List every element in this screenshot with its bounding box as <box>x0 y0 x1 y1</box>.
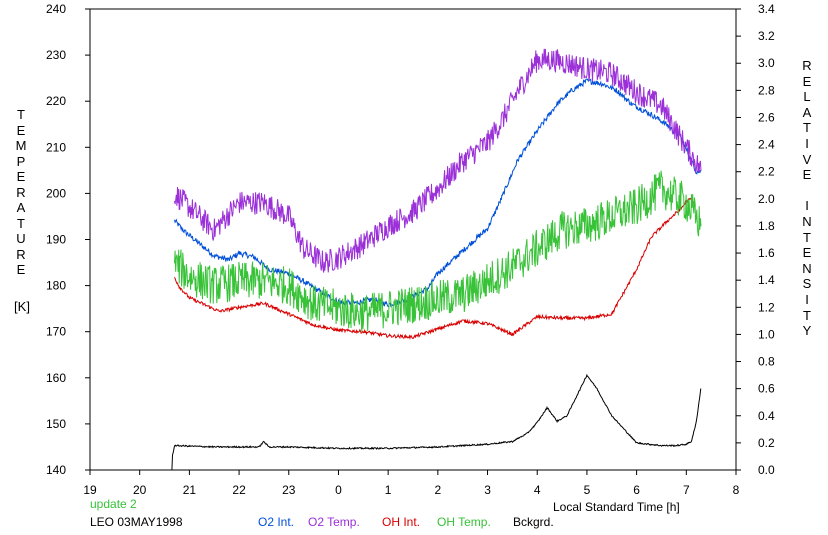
x-tick-label: 4 <box>534 483 541 497</box>
y-right-letter: Y <box>802 323 812 339</box>
x-tick-label: 5 <box>584 483 591 497</box>
y-right-letter: S <box>802 276 812 292</box>
series-line-oh-temp- <box>174 170 702 332</box>
y-right-letter: T <box>803 120 811 136</box>
series-line-oh-int- <box>174 197 696 341</box>
y-right-letter: I <box>805 136 809 151</box>
series-line-bckgrd- <box>139 373 702 471</box>
y-right-tick-label: 0.2 <box>758 436 775 450</box>
legend-item-o2-int-: O2 Int. <box>258 515 295 529</box>
y-left-letter: T <box>17 107 25 122</box>
y-right-letter: I <box>805 198 809 214</box>
y-right-tick-label: 3.2 <box>758 29 775 43</box>
legend-item-bckgrd-: Bckgrd. <box>513 515 554 529</box>
y-right-letter: V <box>802 151 812 167</box>
y-right-letter: L <box>803 89 811 105</box>
x-tick-label: 20 <box>133 483 147 497</box>
y-right-letter: I <box>805 292 809 307</box>
y-left-letter: R <box>16 246 26 262</box>
y-left-tick-label: 170 <box>46 325 66 339</box>
y-left-tick-label: 200 <box>46 186 66 200</box>
y-right-letter: R <box>802 58 812 73</box>
y-left-tick-label: 150 <box>46 417 66 431</box>
y-right-tick-label: 0.0 <box>758 463 775 477</box>
x-tick-label: 7 <box>683 483 690 497</box>
y-right-tick-label: 0.8 <box>758 355 775 369</box>
y-right-letter: E <box>802 245 812 261</box>
y-right-tick-label: 0.4 <box>758 409 775 423</box>
x-tick-label: 1 <box>385 483 392 497</box>
y-left-tick-label: 210 <box>46 140 66 154</box>
x-tick-label: 21 <box>183 483 197 497</box>
y-right-letter: T <box>803 307 811 323</box>
y-left-letter: P <box>16 153 26 169</box>
y-right-tick-label: 3.0 <box>758 56 775 70</box>
y-left-unit: [K] <box>14 299 30 314</box>
y-right-tick-label: 0.6 <box>758 382 775 396</box>
x-tick-label: 6 <box>633 483 640 497</box>
x-tick-label: 0 <box>335 483 342 497</box>
y-right-tick-label: 1.6 <box>758 246 775 260</box>
legend-item-oh-int-: OH Int. <box>382 515 421 529</box>
y-left-letter: E <box>16 169 26 184</box>
y-right-tick-label: 2.0 <box>758 192 775 206</box>
update-annotation: update 2 <box>90 497 137 511</box>
y-right-tick-label: 2.4 <box>758 138 775 152</box>
y-left-letter: A <box>16 200 26 215</box>
y-left-letter: R <box>16 184 26 200</box>
x-axis-label: Local Standard Time [h] <box>553 500 680 514</box>
y-left-tick-label: 230 <box>46 48 66 62</box>
y-right-letter: T <box>803 229 811 245</box>
x-tick-label: 3 <box>484 483 491 497</box>
x-tick-label: 19 <box>83 483 97 497</box>
y-right-tick-label: 1.0 <box>758 327 775 341</box>
y-right-letter: E <box>802 167 812 183</box>
y-right-tick-label: 3.4 <box>758 2 775 16</box>
y-left-letter: U <box>16 231 26 246</box>
footer-label: LEO 03MAY1998 <box>90 515 183 529</box>
y-right-tick-label: 1.4 <box>758 273 775 287</box>
y-left-tick-label: 180 <box>46 279 66 293</box>
series-line-o2-temp- <box>174 48 702 273</box>
plot-frame <box>89 8 737 471</box>
y-left-tick-label: 160 <box>46 371 66 385</box>
y-right-tick-label: 2.6 <box>758 110 775 124</box>
legend-item-oh-temp-: OH Temp. <box>437 515 491 529</box>
y-right-tick-label: 1.8 <box>758 219 775 233</box>
y-left-tick-label: 140 <box>46 463 66 477</box>
x-tick-label: 8 <box>733 483 740 497</box>
y-left-letter: T <box>17 215 25 231</box>
y-right-tick-label: 2.8 <box>758 83 775 97</box>
y-left-tick-label: 240 <box>46 2 66 16</box>
legend-item-o2-temp-: O2 Temp. <box>308 515 360 529</box>
y-left-letter: E <box>16 122 26 138</box>
y-right-letter: E <box>802 73 812 89</box>
x-tick-label: 22 <box>232 483 246 497</box>
y-left-tick-label: 220 <box>46 94 66 108</box>
y-right-letter: N <box>802 260 812 276</box>
y-left-letter: E <box>16 262 26 277</box>
y-right-tick-label: 2.2 <box>758 165 775 179</box>
y-left-letter: M <box>15 138 27 153</box>
y-left-tick-label: 190 <box>46 233 66 247</box>
x-tick-label: 2 <box>435 483 442 497</box>
y-right-tick-label: 1.2 <box>758 300 775 314</box>
y-right-letter: A <box>802 104 812 120</box>
x-tick-label: 23 <box>282 483 296 497</box>
y-right-letter: N <box>802 214 812 229</box>
